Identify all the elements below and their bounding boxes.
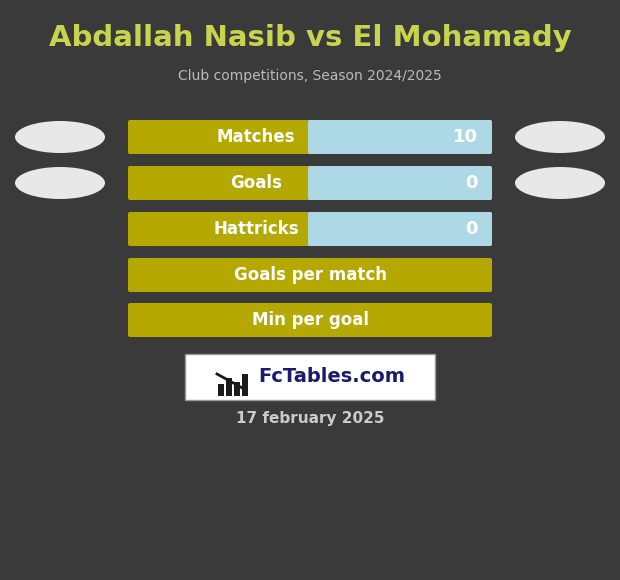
- Text: Matches: Matches: [217, 128, 295, 146]
- Text: Goals per match: Goals per match: [234, 266, 386, 284]
- Text: Club competitions, Season 2024/2025: Club competitions, Season 2024/2025: [178, 69, 442, 83]
- FancyBboxPatch shape: [226, 378, 232, 396]
- FancyBboxPatch shape: [308, 166, 492, 200]
- FancyBboxPatch shape: [185, 354, 435, 400]
- FancyBboxPatch shape: [128, 166, 492, 200]
- Ellipse shape: [15, 121, 105, 153]
- FancyBboxPatch shape: [218, 384, 224, 396]
- Text: FcTables.com: FcTables.com: [258, 368, 405, 386]
- Text: 10: 10: [453, 128, 478, 146]
- Ellipse shape: [515, 167, 605, 199]
- FancyBboxPatch shape: [242, 374, 248, 396]
- Text: Goals: Goals: [230, 174, 282, 192]
- Text: 0: 0: [466, 220, 478, 238]
- Text: Abdallah Nasib vs El Mohamady: Abdallah Nasib vs El Mohamady: [48, 24, 572, 52]
- FancyBboxPatch shape: [128, 258, 492, 292]
- Text: 0: 0: [466, 174, 478, 192]
- Text: Hattricks: Hattricks: [213, 220, 299, 238]
- Ellipse shape: [515, 121, 605, 153]
- FancyBboxPatch shape: [308, 120, 492, 154]
- FancyBboxPatch shape: [128, 120, 492, 154]
- FancyBboxPatch shape: [308, 212, 492, 246]
- FancyBboxPatch shape: [128, 212, 492, 246]
- Text: 17 february 2025: 17 february 2025: [236, 411, 384, 426]
- FancyBboxPatch shape: [128, 303, 492, 337]
- FancyBboxPatch shape: [234, 382, 240, 396]
- Ellipse shape: [15, 167, 105, 199]
- Text: Min per goal: Min per goal: [252, 311, 368, 329]
